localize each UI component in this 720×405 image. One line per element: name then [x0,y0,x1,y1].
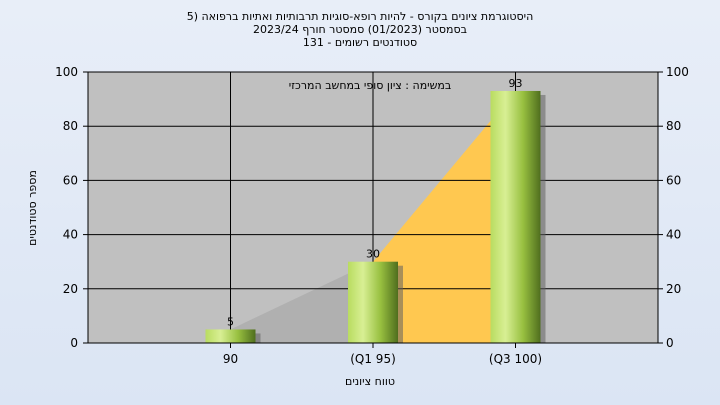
y-tick-label-left-4: 80 [63,119,78,133]
bar-value-label-3: 93 [509,77,523,90]
title-line-2: בסמסטר (01/2023) סמסטר חורף 2023/24 [253,23,467,36]
chart-title: היסטוגרמת ציונים בקורס - להיות רופא-סוגי… [0,10,720,49]
y-tick-label-right-4: 80 [666,119,681,133]
bar-3 [490,90,541,343]
x-tick-label-2: (Q3 100) [489,352,542,366]
bar-2 [348,261,398,343]
bar-1 [205,329,256,343]
y-tick-label-left-3: 60 [63,173,78,187]
y-tick-label-left-1: 20 [63,282,78,296]
chart-annotation: במשימה : ציון סופי במחשב המרכזי [289,79,452,92]
x-tick-label-0: 90 [223,352,238,366]
y-tick-label-right-2: 40 [666,228,681,242]
y-tick-label-left-0: 0 [70,336,78,350]
y-tick-label-left-2: 40 [63,228,78,242]
y-tick-label-left-5: 100 [55,65,78,79]
x-tick-label-1: (Q1 95) [350,352,396,366]
y-axis-title: מספר סטודנטים [26,170,39,246]
area-segment-1 [230,261,373,343]
y-tick-label-right-0: 0 [666,336,674,350]
y-tick-label-right-3: 60 [666,173,681,187]
title-line-1: היסטוגרמת ציונים בקורס - להיות רופא-סוגי… [186,10,534,23]
y-tick-label-right-1: 20 [666,282,681,296]
y-tick-label-right-5: 100 [666,65,689,79]
bar-value-label-2: 30 [366,248,380,261]
bar-value-label-1: 5 [227,315,234,328]
x-axis-title: טווח ציונים [345,375,395,388]
title-line-3: סטודנטים רשומים - 131 [302,36,418,49]
area-segment-2 [373,90,516,343]
